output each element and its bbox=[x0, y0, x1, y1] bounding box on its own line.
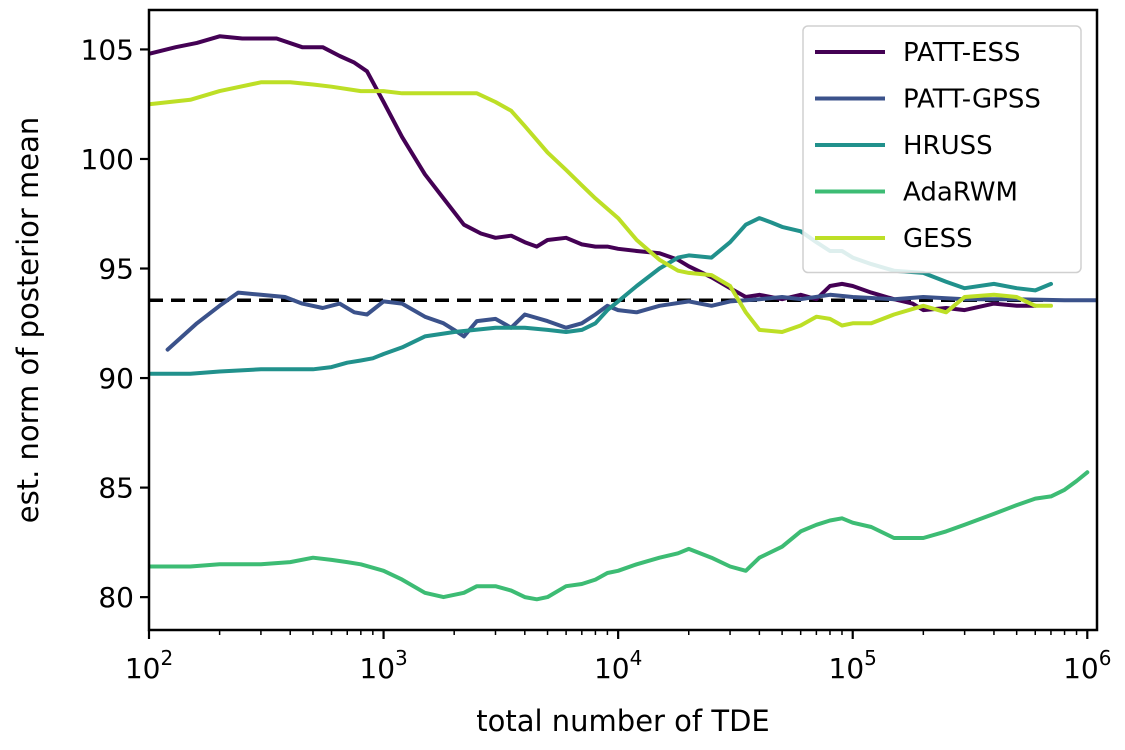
y-tick-label: 95 bbox=[98, 253, 134, 286]
x-axis-ticks: 102 103 104 105 106 bbox=[125, 630, 1111, 685]
y-tick-label: 100 bbox=[81, 143, 134, 176]
legend-label: HRUSS bbox=[903, 131, 993, 161]
x-tick-label: 104 bbox=[594, 646, 642, 685]
x-tick-label: 105 bbox=[829, 646, 877, 685]
y-tick-label: 85 bbox=[98, 472, 134, 505]
series-line-gess bbox=[149, 80, 1053, 334]
legend-box bbox=[802, 25, 1082, 274]
x-tick-label: 106 bbox=[1063, 646, 1111, 685]
series-line-adarwm bbox=[149, 470, 1090, 602]
legend-label: PATT-ESS bbox=[903, 38, 1021, 68]
legend-label: PATT-GPSS bbox=[903, 85, 1041, 115]
x-tick-label: 102 bbox=[125, 646, 173, 685]
legend: PATT-ESS PATT-GPSS HRUSS AdaRWM GESS bbox=[802, 25, 1082, 274]
legend-label: AdaRWM bbox=[903, 178, 1018, 208]
x-axis-label: total number of TDE bbox=[476, 704, 769, 738]
y-axis-label: est. norm of posterior mean bbox=[11, 117, 45, 524]
plot-frame bbox=[147, 8, 1099, 632]
y-tick-label: 105 bbox=[81, 33, 134, 66]
y-axis-ticks: 80 85 90 95 100 105 bbox=[81, 33, 149, 614]
legend-label: GESS bbox=[903, 224, 973, 254]
y-tick-label: 90 bbox=[98, 362, 134, 395]
y-tick-label: 80 bbox=[98, 581, 134, 614]
series-line-patt-gpss bbox=[165, 290, 1097, 352]
series-line-patt-ess bbox=[149, 34, 1038, 313]
x-tick-label: 103 bbox=[359, 646, 407, 685]
